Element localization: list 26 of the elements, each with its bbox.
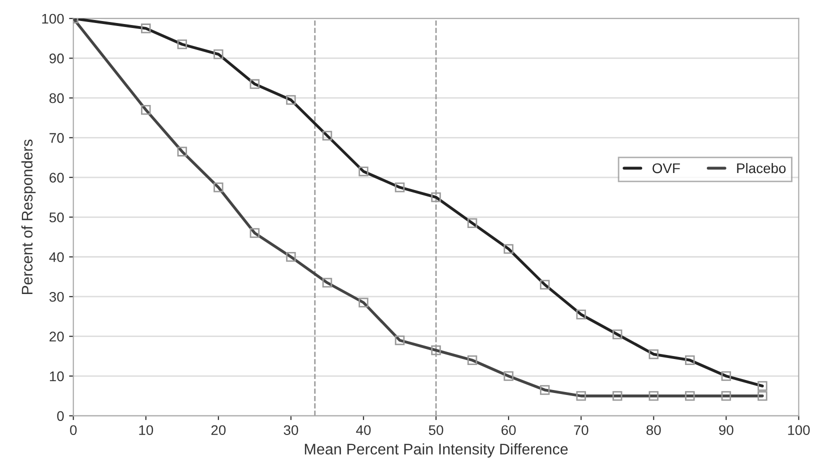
y-tick-label: 90 <box>50 54 64 64</box>
y-tick-label: 10 <box>50 371 64 382</box>
x-tick-label: 80 <box>646 425 661 436</box>
y-tick-label: 50 <box>49 212 64 222</box>
x-tick-label: 50 <box>428 425 444 436</box>
x-tick-label: 10 <box>139 425 154 436</box>
x-tick-label: 20 <box>211 425 226 436</box>
y-tick-label: 60 <box>50 172 64 183</box>
x-tick-label: 90 <box>719 425 734 436</box>
y-tick-label: 30 <box>49 292 64 302</box>
legend-label: OVF <box>652 163 680 174</box>
x-tick-label: 40 <box>356 425 371 436</box>
y-tick-label: 100 <box>42 14 64 24</box>
y-tick-label: 20 <box>50 332 64 342</box>
y-axis-title: Percent of Responders <box>21 140 36 294</box>
x-axis-title: Mean Percent Pain Intensity Difference <box>304 443 568 458</box>
x-tick-label: 70 <box>574 425 588 436</box>
x-tick-label: 60 <box>502 425 516 436</box>
y-tick-label: 0 <box>57 411 64 421</box>
legend-label: Placebo <box>737 162 786 174</box>
y-tick-label: 40 <box>49 252 64 262</box>
y-tick-label: 80 <box>49 93 64 104</box>
x-tick-label: 30 <box>284 425 298 436</box>
x-tick-label: 100 <box>788 425 810 436</box>
y-tick-label: 70 <box>50 133 64 143</box>
x-tick-label: 0 <box>70 425 77 436</box>
